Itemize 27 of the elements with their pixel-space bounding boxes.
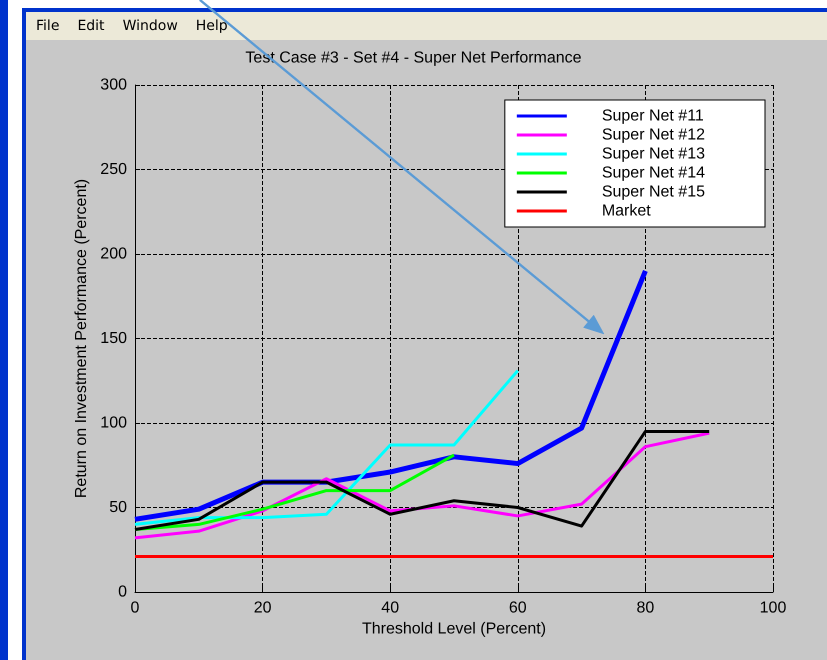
legend-label: Super Net #12 (602, 126, 706, 144)
legend-label: Super Net #15 (602, 184, 706, 200)
x-tick-label: 60 (508, 600, 527, 616)
x-tick-label: 100 (760, 600, 786, 616)
x-tick-label: 40 (381, 600, 400, 616)
y-tick-label: 300 (100, 76, 128, 94)
text: Edit (77, 18, 105, 34)
y-tick-label: 0 (118, 584, 128, 600)
legend-label: Super Net #11 (602, 108, 704, 124)
x-tick-label: 20 (254, 600, 272, 616)
legend-label: Super Net #13 (602, 146, 706, 162)
y-tick-label: 150 (100, 330, 128, 347)
text: Window (122, 18, 178, 34)
x-tick-label: 80 (636, 600, 654, 616)
y-tick-label: 100 (100, 414, 128, 432)
y-tick-label: 50 (109, 499, 128, 516)
x-tick-label: 0 (130, 600, 140, 616)
legend-label: Market (602, 202, 652, 220)
text: Help (196, 18, 228, 34)
line-series (134, 369, 520, 526)
line-series (134, 454, 456, 531)
text: File (36, 18, 60, 34)
y-tick-label: 200 (100, 246, 128, 262)
y-axis-title: Return on Investment Performance (Percent) (72, 178, 90, 498)
x-axis-title: Threshold Level (Percent) (362, 620, 546, 638)
legend-label: Super Net #14 (602, 164, 706, 182)
y-tick-label: 250 (100, 161, 128, 178)
